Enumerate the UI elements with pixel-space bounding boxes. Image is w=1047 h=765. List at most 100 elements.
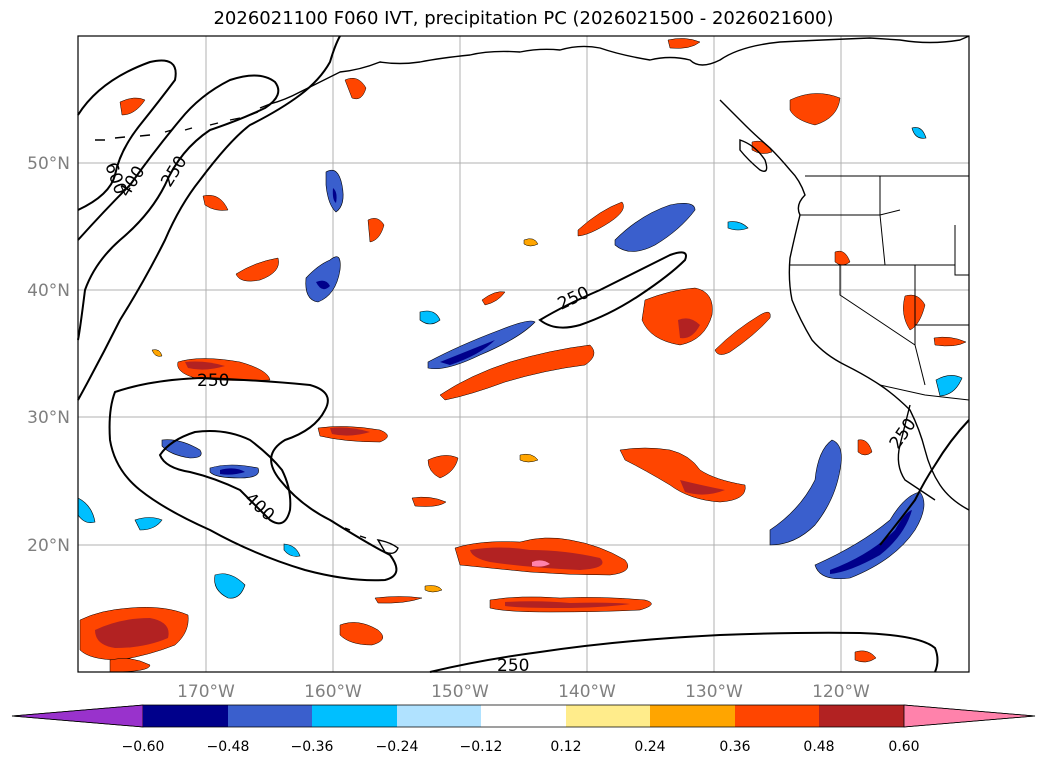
neg-blob-southeast [814,491,925,579]
contour-400-southwest [158,430,292,525]
colorbar: −0.60 −0.48 −0.36 −0.24 −0.12 0.12 0.24 … [11,704,1036,755]
colorbar-tick-7: 0.24 [634,739,665,755]
aleutian-east [209,111,259,126]
lon-label-150w: 150°W [431,682,489,702]
lon-label-130w: 130°W [685,682,743,702]
lat-label-50n: 50°N [27,154,70,174]
colorbar-segment-6 [566,705,650,727]
pos-blob-north-coast [344,78,367,100]
colorbar-segment-5 [481,705,566,727]
pos-blob-southwest-large-core [95,618,169,648]
neg-blob-160w-40n-core [316,280,330,290]
pos-blob-coast-3 [834,250,851,266]
colorbar-tick-1: −0.60 [122,739,165,755]
longitude-labels: 170°W 160°W 150°W 140°W 130°W 120°W [177,682,870,702]
lon-label-120w: 120°W [812,682,870,702]
neg-blob-east-band [769,439,842,546]
lon-label-140w: 140°W [558,682,616,702]
pos-blob-155w-45n [367,218,385,243]
pos-blob-north-west [119,97,146,116]
colorbar-tick-9: 0.48 [803,739,834,755]
neg-blob-small-2 [214,573,246,599]
neg-blob-small-5 [77,497,96,523]
colorbar-segment-4 [397,705,481,727]
contour-400-northwest [77,74,280,341]
graticule [78,36,969,672]
pos-blob-small-2 [151,349,163,357]
neg-blob-small-1 [419,310,441,325]
bc-coast [719,99,806,216]
neg-blob-small-6 [911,127,927,139]
colorbar-segment-3 [312,705,397,727]
pos-blob-152w-23n [411,496,447,507]
pos-blob-bottom-mid [374,596,423,604]
us-mexico-border [879,384,970,401]
map-frame [77,35,970,673]
neg-blob-small-7 [727,221,749,231]
contour-label-250-bottom: 250 [497,656,529,676]
colorbar-tick-8: 0.36 [719,739,750,755]
colorbar-extend-max [903,704,1036,728]
colorbar-tick-3: −0.36 [291,739,334,755]
lon-label-170w: 170°W [177,682,235,702]
map-title: 2026021100 F060 IVT, precipitation PC (2… [213,8,834,29]
pos-blob-157w-29n-core [330,427,370,436]
colorbar-segment-2 [228,705,312,727]
contour-250-northwest [77,35,341,401]
colorbar-outline [11,704,1036,728]
contour-600 [77,59,177,211]
pos-blob-136w-27n-core [680,480,725,495]
positive-pc-regions [79,38,967,673]
negative-pc-regions [77,127,963,599]
neg-blob-north-center [614,203,696,252]
contour-250-central [538,251,687,329]
pos-blob-coast-4 [857,439,873,456]
pos-blob-202-47n [202,195,229,211]
lat-label-40n: 40°N [27,281,70,301]
pos-blob-176-34n-core [185,361,225,370]
pos-blob-small-4 [424,585,443,593]
colorbar-segment-9 [819,705,904,727]
lat-label-30n: 30°N [27,408,70,428]
pos-blob-coast-1 [903,294,926,331]
colorbar-ticks: −0.60 −0.48 −0.36 −0.24 −0.12 0.12 0.24 … [122,739,920,755]
pos-blob-center-south-top [532,560,550,567]
pos-blob-small-3 [523,238,539,247]
pos-blob-158w-15n [339,622,384,646]
pos-blob-165w-42n [235,257,279,282]
contour-250-southeast [879,419,970,546]
neg-blob-small-8 [283,543,301,557]
coastlines [95,35,970,555]
neg-blob-small-4 [935,375,963,397]
latitude-labels: 50°N 40°N 30°N 20°N [27,154,70,556]
colorbar-segment-7 [650,705,735,727]
state-border-nv-az [914,265,926,386]
neg-blob-25n-west-core [220,468,245,475]
pos-blob-central-band [439,344,595,401]
pos-blob-center-south-core [470,547,603,570]
pos-blob-coast-5 [854,650,877,663]
colorbar-tick-4: −0.24 [376,739,419,755]
state-border-east [915,225,969,326]
neg-blob-southeast-core [830,510,912,574]
state-border-nv-ca [839,265,916,346]
map-panel: 600 400 250 250 250 400 250 250 [27,35,970,702]
neg-blob-small-3 [134,517,163,531]
us-west-coast [788,214,970,511]
pos-blob-150w-38n [481,291,506,306]
pos-blob-125w-37n [714,311,771,355]
colorbar-segment-1 [143,705,228,727]
colorbar-tick-5: −0.12 [460,739,503,755]
ivt-contours [77,35,970,673]
lon-label-160w: 160°W [304,682,362,702]
contour-250-southwest [108,376,398,582]
hawaii [329,519,399,555]
pos-blob-northeast [789,93,841,126]
contour-250-bottom [429,631,939,673]
colorbar-tick-6: 0.12 [550,739,581,755]
pos-blob-148w-24n [427,455,459,479]
pos-blob-small-1 [519,453,539,463]
pos-blob-140w-42n [577,201,624,237]
political-boundaries [790,175,970,401]
